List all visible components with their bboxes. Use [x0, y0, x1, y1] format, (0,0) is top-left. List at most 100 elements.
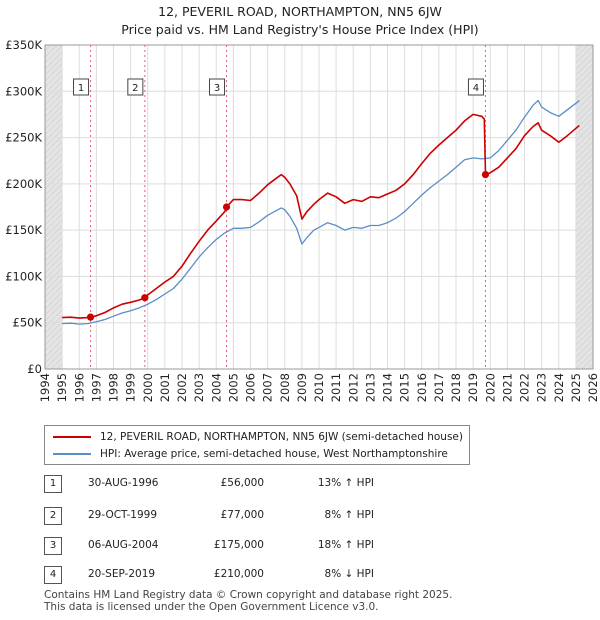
- sale-label-3: 3: [214, 83, 220, 94]
- sale-hpi-diff: 18% ↑ HPI: [317, 539, 374, 551]
- hatch-line-before: [44, 345, 63, 364]
- sale-price: £175,000: [213, 539, 264, 551]
- hatch-line-before: [44, 303, 63, 322]
- hatch-line-before: [44, 207, 63, 226]
- hatch-line-before: [44, 195, 63, 214]
- hatch-line-before: [44, 279, 63, 298]
- x-tick-label: 2025: [569, 373, 583, 402]
- x-tick-label: 2015: [398, 373, 412, 402]
- x-tick-label: 1995: [55, 373, 69, 402]
- sale-hpi-diff: 13% ↑ HPI: [317, 477, 374, 489]
- sale-label-box-2: [127, 78, 144, 96]
- hatch-line-after: [575, 177, 594, 196]
- hatch-line-after: [575, 243, 594, 262]
- hatch-line-after: [575, 321, 594, 340]
- x-tick-label: 2002: [175, 373, 189, 402]
- hatch-line-before: [44, 123, 63, 142]
- hatch-line-before: [50, 357, 63, 370]
- sale-date: 20-SEP-2019: [88, 568, 156, 580]
- hatch-line-before: [44, 147, 63, 166]
- x-tick-label: 2023: [535, 373, 549, 402]
- x-tick-label: 2017: [432, 373, 446, 402]
- hatch-line-before: [44, 219, 63, 238]
- hatch-line-after: [575, 249, 594, 268]
- hatch-line-after: [575, 333, 594, 352]
- hatch-line-after: [575, 45, 594, 64]
- chart-title-line1: 12, PEVERIL ROAD, NORTHAMPTON, NN5 6JW: [158, 4, 442, 19]
- shaded-region-after: [575, 45, 593, 369]
- hatch-line-after: [575, 213, 594, 232]
- sale-date: 29-OCT-1999: [88, 509, 157, 521]
- hatch-line-after: [575, 159, 594, 178]
- price-chart: 1 2 3 4 £0 £50K £100K £150K £200K £250K £300K £350K…: [5, 38, 600, 402]
- hatch-line-after: [575, 99, 594, 118]
- sale-marker-1: 1: [44, 475, 62, 493]
- sale-marker-4: 4: [44, 566, 62, 584]
- sale-point-3: [222, 203, 231, 211]
- hatch-line-before: [44, 255, 63, 274]
- hatch-line-before: [44, 81, 63, 100]
- hatch-line-after: [575, 147, 594, 166]
- hatch-line-before: [44, 297, 63, 316]
- hatch-line-before: [44, 201, 63, 220]
- y-tick-label: £200K: [5, 177, 42, 191]
- x-tick-label: 2024: [552, 373, 566, 402]
- x-tick-label: 2014: [381, 373, 395, 402]
- hatch-line-after: [575, 141, 594, 160]
- y-tick-label: £50K: [13, 316, 43, 330]
- hatch-line-before: [44, 63, 63, 82]
- legend-label-hpi: HPI: Average price, semi-detached house,…: [100, 448, 448, 460]
- hatch-line-after: [575, 87, 594, 106]
- x-tick-label: 2021: [500, 373, 514, 402]
- footer-licence: This data is licensed under the Open Gov…: [44, 601, 379, 613]
- x-tick-label: 2013: [363, 373, 377, 402]
- hatch-line-before: [44, 165, 63, 184]
- hatch-line-before: [44, 225, 63, 244]
- hatch-line-before: [44, 69, 63, 88]
- hatch-line-after: [575, 339, 594, 358]
- hatch-line-after: [575, 195, 594, 214]
- hatch-line-before: [44, 237, 63, 256]
- y-tick-label: £350K: [5, 38, 42, 52]
- hatch-line-before: [44, 231, 63, 250]
- x-tick-label: 2001: [158, 373, 172, 402]
- hatch-line-before: [44, 87, 63, 106]
- hatch-line-before: [44, 351, 63, 370]
- hatch-line-before: [44, 183, 63, 202]
- sale-label-box-1: [73, 78, 90, 96]
- hatch-line-before: [44, 339, 63, 358]
- hatch-line-before: [44, 315, 63, 334]
- x-tick-label: 1996: [72, 373, 86, 402]
- hatch-line-after: [575, 93, 594, 112]
- x-tick-label: 1999: [124, 373, 138, 402]
- x-tick-label: 2005: [226, 373, 240, 402]
- sale-price: £56,000: [220, 477, 264, 489]
- hatch-line-after: [575, 123, 594, 142]
- y-tick-label: £0: [27, 362, 42, 376]
- sale-date: 06-AUG-2004: [88, 539, 159, 551]
- chart-title-line2: Price paid vs. HM Land Registry's House …: [121, 22, 479, 37]
- hatch-line-before: [44, 243, 63, 262]
- hatch-line-after: [575, 231, 594, 250]
- hatch-line-after: [575, 51, 594, 70]
- x-tick-label: 2022: [518, 373, 532, 402]
- sale-label-box-4: [467, 78, 484, 96]
- shaded-region-before: [45, 45, 63, 369]
- sale-hpi-diff: 8% ↑ HPI: [324, 509, 374, 521]
- hatch-line-after: [575, 327, 594, 346]
- sale-label-4: 4: [473, 83, 479, 94]
- legend-entry-hpi: HPI: Average price, semi-detached house,…: [53, 446, 448, 462]
- hatch-line-before: [44, 171, 63, 190]
- footer-copyright: Contains HM Land Registry data © Crown c…: [44, 589, 453, 601]
- series-line-hpi: [62, 99, 580, 325]
- hatch-line-after: [575, 44, 583, 52]
- hatch-line-before: [44, 291, 63, 310]
- hatch-line-after: [575, 297, 594, 316]
- hatch-line-before: [44, 321, 63, 340]
- hatch-line-after: [575, 183, 594, 202]
- hatch-line-after: [575, 165, 594, 184]
- x-tick-label: 2003: [192, 373, 206, 402]
- hatch-line-after: [575, 219, 594, 238]
- hatch-line-before: [44, 93, 63, 112]
- hatch-line-before: [44, 117, 63, 136]
